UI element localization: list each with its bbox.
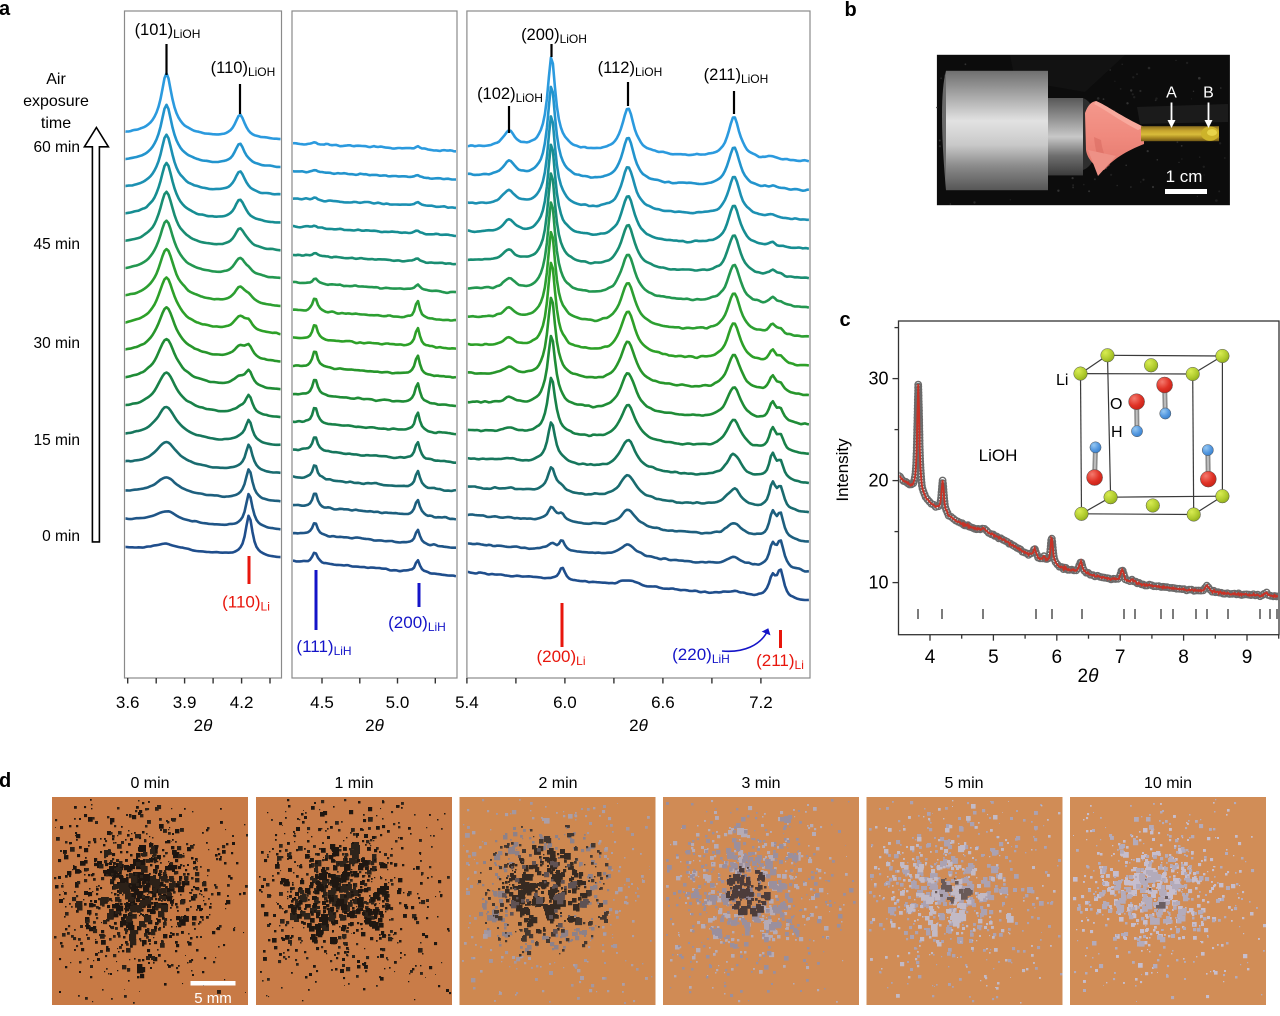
svg-text:20: 20 [868,471,888,491]
svg-text:B: B [1203,85,1214,102]
svg-text:4.2: 4.2 [230,693,254,712]
svg-text:6.6: 6.6 [651,693,675,712]
svg-text:30 min: 30 min [33,335,80,352]
svg-text:Li: Li [1056,372,1068,389]
svg-text:3 min: 3 min [741,775,780,792]
svg-text:2θ: 2θ [629,716,648,735]
svg-text:60 min: 60 min [33,139,80,156]
svg-text:O: O [1110,396,1122,413]
svg-text:3.6: 3.6 [116,693,140,712]
svg-text:exposure: exposure [23,93,89,110]
svg-text:a: a [0,0,11,20]
svg-text:6.0: 6.0 [553,693,577,712]
svg-text:5 min: 5 min [944,775,983,792]
svg-text:5.0: 5.0 [386,693,410,712]
svg-text:2θ: 2θ [365,716,384,735]
svg-text:4.5: 4.5 [310,693,334,712]
svg-text:7: 7 [1115,647,1126,668]
svg-text:45 min: 45 min [33,236,80,253]
svg-text:H: H [1111,424,1123,441]
svg-text:Air: Air [46,71,66,88]
svg-text:30: 30 [868,369,888,389]
svg-text:0 min: 0 min [130,775,169,792]
svg-text:3.9: 3.9 [173,693,197,712]
svg-text:d: d [0,770,11,792]
svg-text:c: c [840,309,851,331]
svg-text:7.2: 7.2 [749,693,773,712]
svg-text:15 min: 15 min [33,432,80,449]
svg-text:2 min: 2 min [538,775,577,792]
svg-text:Intensity: Intensity [833,438,852,502]
svg-text:10 min: 10 min [1144,775,1192,792]
svg-text:0 min: 0 min [42,528,80,545]
svg-text:1 min: 1 min [334,775,373,792]
svg-text:9: 9 [1242,647,1253,668]
svg-text:5.4: 5.4 [455,693,479,712]
svg-text:5 mm: 5 mm [194,990,232,1007]
svg-text:A: A [1166,85,1177,102]
svg-text:LiOH: LiOH [979,446,1018,465]
svg-text:2θ: 2θ [194,716,213,735]
svg-text:4: 4 [925,647,936,668]
svg-text:5: 5 [988,647,999,668]
svg-text:10: 10 [868,573,888,593]
svg-text:1 cm: 1 cm [1166,167,1203,186]
svg-text:b: b [845,0,857,21]
svg-text:time: time [41,115,71,132]
svg-text:2θ: 2θ [1078,666,1100,687]
svg-text:8: 8 [1178,647,1189,668]
svg-text:6: 6 [1052,647,1063,668]
